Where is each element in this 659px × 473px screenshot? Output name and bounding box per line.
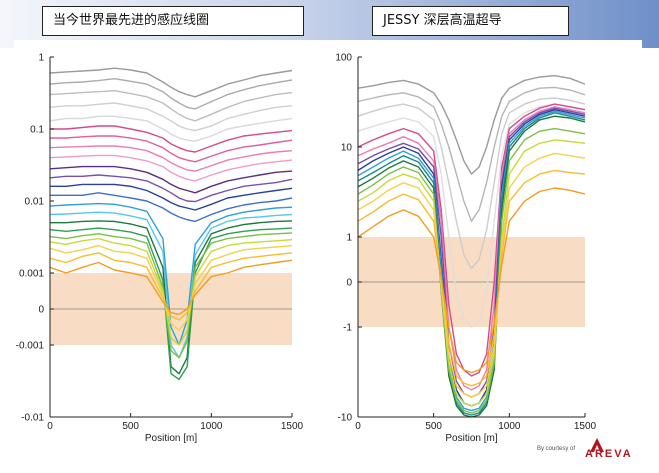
x-tick-label: 0 <box>355 421 361 432</box>
chart-panel: 1 0.1 0.01 0.001 0 -0.001 -0.01 0 500 1000 1500 Pos… <box>14 40 642 460</box>
x-tick-label: 1500 <box>574 421 597 432</box>
series-line-6 <box>50 125 293 153</box>
y-tick-label: -0.001 <box>16 341 45 352</box>
series-line-20 <box>49 244 293 332</box>
series-line-10 <box>49 165 293 194</box>
series-line-22 <box>49 259 293 316</box>
series-line-3 <box>357 97 586 270</box>
y-tick-label: -0.01 <box>21 413 44 424</box>
series-line-1 <box>357 75 586 175</box>
series-line-15 <box>49 211 293 359</box>
y-tick-label: -1 <box>343 323 352 334</box>
series-line-4 <box>49 102 293 132</box>
series-line-6 <box>357 106 586 391</box>
y-tick-label: 0 <box>346 278 352 289</box>
series-line-7 <box>50 135 293 163</box>
series-line-18 <box>49 232 293 359</box>
y-tick-label: 0.1 <box>30 125 44 136</box>
x-tick-label: 500 <box>425 421 442 432</box>
x-tick-label: 500 <box>122 421 139 432</box>
y-tick-label: 1 <box>346 233 352 244</box>
series-line-16 <box>357 187 586 374</box>
series-line-15 <box>357 169 586 387</box>
series-line-14 <box>49 202 293 346</box>
y-tick-label: 100 <box>335 53 352 64</box>
series-line-16 <box>50 220 293 375</box>
series-line-13 <box>357 139 586 407</box>
series-line-9 <box>357 110 586 412</box>
y-tick-label: -10 <box>338 413 353 424</box>
series-line-10 <box>357 112 586 416</box>
series-line-2 <box>49 78 293 110</box>
series-line-12 <box>357 127 586 414</box>
series-group <box>357 75 586 418</box>
credit-text: By courtesy of <box>537 446 576 452</box>
series-line-3 <box>49 90 293 122</box>
x-tick-label: 1500 <box>281 421 304 432</box>
y-tick-label: 1 <box>38 53 44 64</box>
x-tick-label: 1000 <box>498 421 521 432</box>
series-line-2 <box>357 86 586 222</box>
credit-brand: AREVA <box>585 448 633 460</box>
series-line-5 <box>357 103 586 377</box>
y-tick-label: 0.001 <box>19 269 44 280</box>
x-tick-label: 0 <box>47 421 53 432</box>
series-line-12 <box>50 183 293 211</box>
series-line-1 <box>49 67 293 98</box>
credit: By courtesy of AREVA <box>537 438 649 463</box>
series-line-17 <box>49 227 293 381</box>
series-line-9 <box>49 154 293 182</box>
x-axis-label: Position [m] <box>145 433 197 444</box>
right-chart-title: JESSY 深层高温超导 <box>372 6 569 36</box>
x-tick-label: 1000 <box>200 421 223 432</box>
y-tick-label: 10 <box>341 143 353 154</box>
series-line-4 <box>357 103 586 328</box>
x-axis-label: Position [m] <box>445 433 497 444</box>
series-line-5 <box>49 115 293 142</box>
series-group <box>49 67 293 381</box>
series-line-11 <box>49 174 293 203</box>
left-chart-title: 当今世界最先进的感应线圈 <box>42 6 304 36</box>
series-line-8 <box>49 145 293 172</box>
series-line-13 <box>50 192 293 223</box>
areva-logo-icon <box>590 438 604 452</box>
y-tick-label: 0 <box>38 305 44 316</box>
y-tick-label: 0.01 <box>25 197 45 208</box>
series-line-19 <box>49 237 293 346</box>
series-line-14 <box>357 152 586 398</box>
series-line-21 <box>49 252 293 321</box>
